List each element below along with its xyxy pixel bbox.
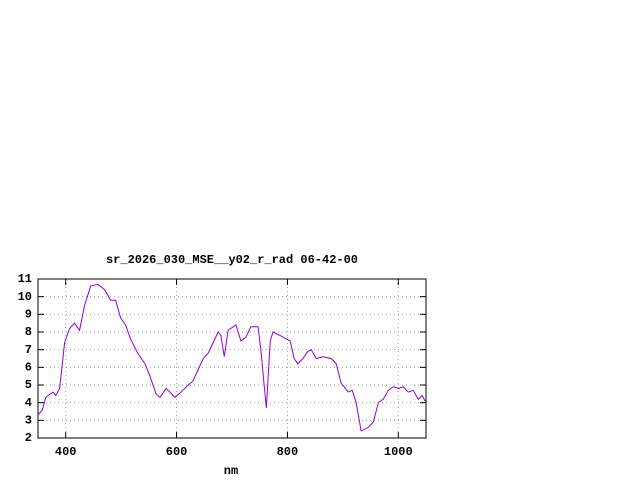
y-tick-label: 8 bbox=[25, 325, 32, 339]
chart-title: sr_2026_030_MSE__y02_r_rad 06-42-00 bbox=[106, 253, 358, 267]
x-tick-label: 1000 bbox=[384, 445, 413, 459]
y-tick-label: 7 bbox=[25, 343, 32, 357]
x-tick-label: 800 bbox=[277, 445, 299, 459]
y-tick-label: 10 bbox=[18, 290, 32, 304]
y-tick-label: 11 bbox=[18, 272, 32, 286]
data-line bbox=[37, 283, 427, 432]
x-tick-label: 600 bbox=[166, 445, 188, 459]
y-tick-label: 6 bbox=[25, 361, 32, 375]
y-tick-label: 3 bbox=[25, 414, 32, 428]
y-tick-label: 9 bbox=[25, 308, 32, 322]
y-tick-label: 2 bbox=[25, 431, 32, 445]
plot-frame bbox=[37, 278, 427, 439]
x-axis-label: nm bbox=[224, 464, 238, 478]
y-tick-label: 4 bbox=[25, 396, 32, 410]
y-tick-label: 5 bbox=[25, 378, 32, 392]
x-tick-label: 400 bbox=[55, 445, 77, 459]
